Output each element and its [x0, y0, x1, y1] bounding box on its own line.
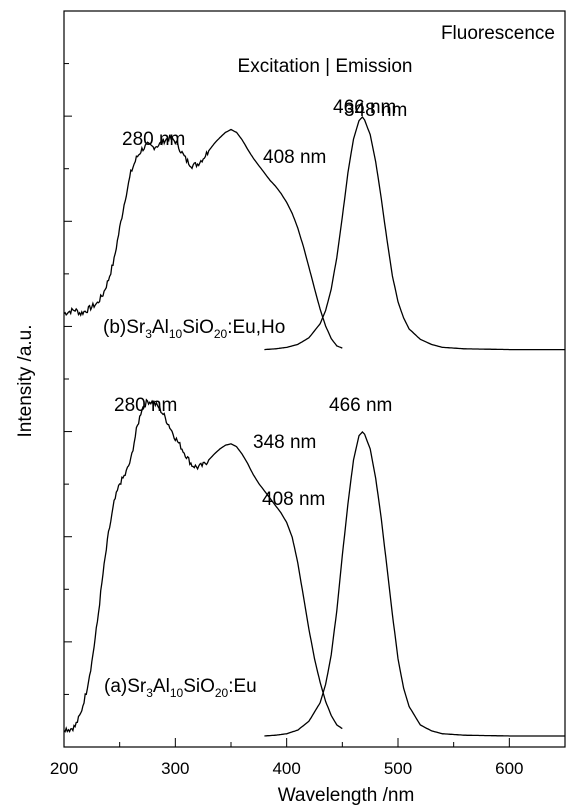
x-tick-label: 600	[495, 759, 523, 778]
sample-a-label-sub1: 3	[146, 686, 153, 700]
series-line	[264, 115, 565, 351]
y-axis-label: Intensity /a.u.	[15, 324, 36, 437]
annotation-b-408nm: 408 nm	[263, 147, 326, 168]
sample-b-label-mid1: Al	[152, 317, 169, 338]
x-tick-label: 500	[384, 759, 412, 778]
sample-a-label-sub2: 10	[170, 686, 184, 700]
sample-a-label: (a)Sr3Al10SiO20:Eu	[104, 676, 257, 700]
x-tick-label: 400	[272, 759, 300, 778]
axis-ticks	[63, 63, 510, 747]
x-axis-label: Wavelength /nm	[278, 785, 415, 806]
spectrum-curves	[63, 115, 565, 737]
sample-a-label-mid1: Al	[153, 676, 170, 697]
annotation-a-408nm: 408 nm	[262, 489, 325, 510]
annotation-b-280nm: 280 nm	[122, 129, 185, 150]
sample-b-label-post: :Eu,Ho	[227, 317, 285, 338]
series-line	[264, 431, 565, 737]
plot-frame	[63, 10, 566, 748]
series-line	[63, 398, 343, 734]
sample-b-label-pre: (b)Sr	[103, 317, 146, 338]
sample-b-label: (b)Sr3Al10SiO20:Eu,Ho	[103, 317, 285, 341]
sample-b-label-sub3: 20	[214, 327, 228, 341]
sample-b-label-mid2: SiO	[182, 317, 214, 338]
sample-b-label-sub2: 10	[169, 327, 183, 341]
annotation-b-348nm: 348 nm	[344, 100, 407, 121]
x-tick-label: 300	[161, 759, 189, 778]
sample-a-label-mid2: SiO	[183, 676, 215, 697]
annotation-a-466nm: 466 nm	[329, 395, 392, 416]
sample-a-label-pre: (a)Sr	[104, 676, 147, 697]
series-line	[63, 128, 343, 349]
sample-a-label-post: :Eu	[228, 676, 257, 697]
x-tick-labels: 200 300 400 500 600	[50, 759, 524, 778]
x-tick-label: 200	[50, 759, 78, 778]
chart-title: Fluorescence	[441, 23, 555, 44]
sample-b-label-sub1: 3	[145, 327, 152, 341]
annotation-a-348nm: 348 nm	[253, 432, 316, 453]
sample-a-label-sub3: 20	[215, 686, 229, 700]
annotation-b-466nm: 466 nm	[333, 97, 396, 118]
annotation-a-280nm: 280 nm	[114, 395, 177, 416]
chart-subtitle: Excitation | Emission	[238, 56, 413, 77]
